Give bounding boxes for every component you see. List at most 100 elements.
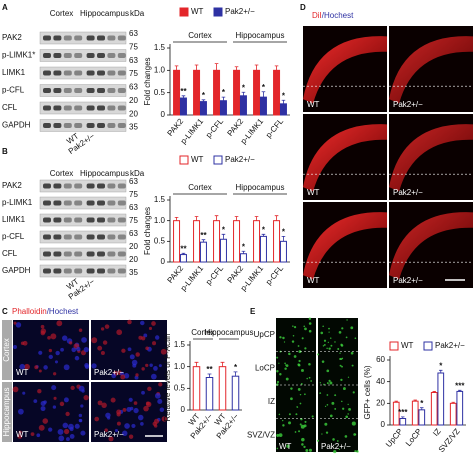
x-tick-label: LoCP (404, 427, 424, 448)
blot-band (63, 70, 72, 76)
blot-band (74, 53, 83, 58)
cell (300, 383, 303, 385)
blot-band (63, 35, 72, 41)
cell (347, 376, 350, 378)
blot-band (97, 123, 105, 128)
condition-label: Pak2+/− (94, 430, 124, 439)
bar (259, 96, 267, 116)
cell (83, 346, 89, 353)
blot-band (53, 268, 62, 274)
cell (161, 416, 168, 422)
blot-row-label: p-LIMK1* (2, 51, 35, 60)
cell (301, 437, 305, 442)
blot-band (107, 88, 116, 93)
cell (158, 364, 162, 368)
significance: * (242, 83, 246, 92)
y-tick-label: 1.0 (154, 65, 166, 74)
cell (350, 326, 354, 330)
image-signal (389, 212, 473, 280)
region-label: Cortex (2, 338, 11, 362)
cell (334, 341, 336, 343)
condition-label: Pak2+/− (393, 100, 423, 109)
cell (105, 412, 111, 418)
blot-band (53, 53, 62, 58)
cell (341, 327, 344, 330)
significance: * (262, 225, 266, 234)
group-label: Hippocampus (205, 328, 254, 337)
cell (345, 336, 348, 339)
bar (219, 238, 227, 263)
blot-marker: 35 (129, 268, 138, 277)
cell (317, 353, 320, 356)
cell (354, 337, 357, 340)
cell (301, 443, 304, 446)
error-bar (401, 416, 405, 419)
cell (319, 392, 322, 394)
stain-label: Phalloidin/Hochest (12, 307, 79, 316)
cell (329, 414, 333, 418)
cell (341, 365, 343, 368)
cell (321, 433, 323, 435)
blot-band (43, 217, 51, 223)
bar (218, 366, 227, 411)
cell (116, 412, 121, 417)
error-bar (194, 361, 199, 367)
blot-row-label: PAK2 (2, 33, 22, 42)
blot-band (107, 268, 116, 274)
legend-swatch (423, 341, 433, 351)
error-bar (201, 239, 206, 243)
cell (327, 341, 329, 343)
cell (159, 407, 165, 413)
cell (333, 449, 337, 454)
blot-band (86, 70, 95, 76)
cell (293, 355, 297, 358)
error-bar (274, 65, 279, 71)
cell (299, 402, 302, 405)
cell (351, 421, 356, 426)
blot-band (117, 200, 126, 206)
blot-band (74, 268, 83, 274)
blot-band (97, 200, 105, 206)
significance: ** (206, 365, 213, 374)
cell (334, 408, 337, 410)
cell (38, 350, 43, 355)
condition-label: Pak2+/− (393, 188, 423, 197)
significance: * (222, 225, 226, 234)
blot-marker: 63 (129, 56, 138, 65)
blot-band (86, 35, 95, 41)
bar (213, 69, 221, 116)
cell (47, 335, 51, 340)
region-bar (2, 382, 12, 442)
stain-part: DiI (312, 11, 322, 20)
error-bar (214, 63, 219, 71)
cell (135, 373, 139, 377)
cell (66, 437, 70, 442)
cell (308, 317, 312, 320)
bar (192, 366, 201, 411)
cell (57, 428, 64, 435)
blot-band (53, 251, 62, 257)
cell (78, 413, 83, 418)
cell (276, 370, 279, 373)
blot-band (86, 268, 95, 274)
cell (154, 392, 161, 399)
blot-band (97, 70, 105, 76)
blot-marker: 63 (129, 203, 138, 212)
bar (231, 375, 240, 411)
panel-letter: C (2, 307, 8, 316)
blot-band (117, 53, 126, 58)
error-bar (174, 216, 179, 221)
error-bar (181, 252, 186, 255)
blot-band (53, 234, 62, 240)
cell (50, 333, 57, 340)
bar (199, 101, 207, 116)
cell (300, 369, 304, 372)
y-tick-label: 1.5 (174, 340, 186, 349)
blot-band (86, 251, 95, 257)
blot-band (107, 70, 116, 76)
blot-band (63, 268, 72, 274)
legend-swatch (389, 341, 399, 351)
bar (259, 235, 267, 263)
blot-band (63, 251, 72, 257)
blot-band (86, 217, 95, 223)
